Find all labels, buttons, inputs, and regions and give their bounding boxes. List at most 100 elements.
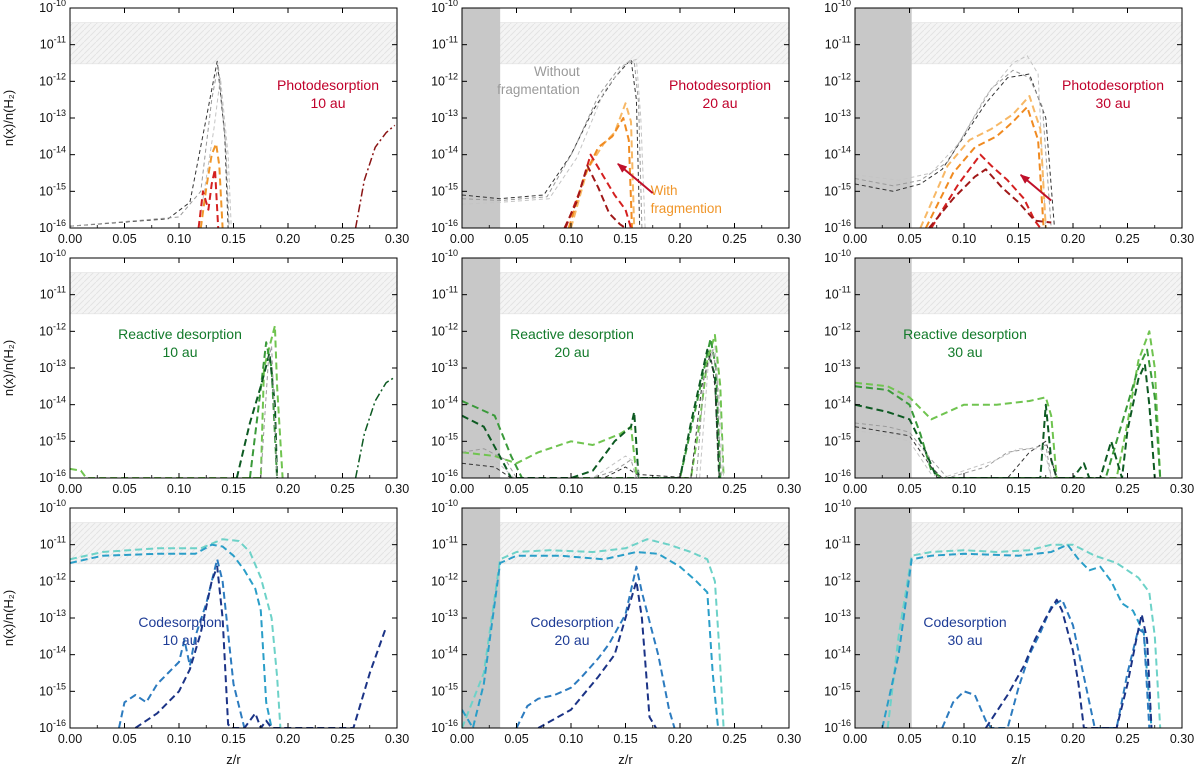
panel-label: 20 au [702,95,737,111]
series-rd-grey [260,345,278,478]
series-rd-grey-3 [462,345,725,478]
y-tick-label: 10-10 [39,248,66,265]
series-rd-light-green [855,330,1162,478]
series-no-frag-2 [70,64,230,228]
shaded-region [462,258,501,478]
x-tick-label: 0.15 [221,232,245,246]
x-tick-label: 0.00 [450,732,474,746]
x-tick-label: 0.25 [1115,482,1139,496]
series-no-frag-1 [70,60,229,228]
x-tick-label: 0.05 [897,232,921,246]
y-tick-label: 10-12 [824,571,851,588]
x-tick-label: 0.00 [843,732,867,746]
y-tick-label: 10-16 [39,218,66,235]
y-tick-label: 10-13 [824,108,851,125]
x-tick-label: 0.05 [504,482,528,496]
x-tick-label: 0.20 [1061,232,1085,246]
x-tick-label: 0.20 [276,232,300,246]
x-tick-label: 0.00 [58,732,82,746]
panel-2-2: 0.00 0.05 0.10 0.15 0.20 0.25 0.30 10-16 10-15 10… [824,498,1194,767]
x-tick-label: 0.00 [843,232,867,246]
series-no-frag-2 [462,60,643,228]
y-tick-label: 10-14 [431,645,458,662]
without-fragmentation-label: fragmentation [497,82,580,97]
y-tick-label: 10-12 [431,321,458,338]
series-rd-grey-2 [855,422,1052,478]
y-tick-label: 10-16 [824,468,851,485]
series-no-frag-1 [462,58,641,228]
panel-1-0: 0.00 0.05 0.10 0.15 0.20 0.25 0.30 10-16 10-15 10… [1,248,409,496]
y-tick-label: 10-12 [431,571,458,588]
y-axis-label: n(x)/n(H₂) [1,340,16,396]
x-tick-label: 0.30 [385,232,409,246]
series-co-cyan [462,551,720,728]
panel-label: 30 au [947,632,982,648]
x-tick-label: 0.10 [559,732,583,746]
x-axis-label: z/r [1011,752,1026,767]
panel-label: 20 au [554,632,589,648]
panel-1-2: 0.00 0.05 0.10 0.15 0.20 0.25 0.30 10-16 10-15 10… [824,248,1194,496]
x-tick-label: 0.25 [1115,732,1139,746]
y-tick-label: 10-16 [431,218,458,235]
x-tick-label: 0.20 [668,482,692,496]
y-tick-label: 10-16 [431,718,458,735]
y-tick-label: 10-14 [431,145,458,162]
y-axis-label: n(x)/n(H₂) [1,90,16,146]
x-tick-label: 0.10 [952,482,976,496]
x-tick-label: 0.15 [613,732,637,746]
series-co-light-cyan [70,538,282,728]
y-tick-label: 10-11 [40,35,66,52]
saturation-band [69,22,398,65]
series-rd-dark-green [235,352,279,478]
x-tick-label: 0.15 [1006,482,1030,496]
x-tick-label: 0.10 [952,732,976,746]
panel-label: 30 au [1095,95,1130,111]
x-axis-label: z/r [226,752,241,767]
without-fragmentation-label: Without [534,64,580,79]
y-tick-label: 10-15 [824,181,851,198]
y-tick-label: 10-16 [39,718,66,735]
x-tick-label: 0.05 [897,482,921,496]
y-tick-label: 10-11 [432,35,458,52]
series-rd-mid-green [248,341,279,478]
y-tick-label: 10-14 [431,395,458,412]
series-no-frag-3 [200,77,232,228]
x-tick-label: 0.15 [221,482,245,496]
y-tick-label: 10-15 [431,431,458,448]
y-tick-label: 10-16 [39,468,66,485]
series-rd-tail [354,376,396,478]
y-tick-label: 10-10 [431,248,458,265]
y-tick-label: 10-13 [824,358,851,375]
saturation-band [461,522,790,565]
y-tick-label: 10-13 [39,608,66,625]
y-tick-label: 10-15 [431,681,458,698]
y-tick-label: 10-12 [431,71,458,88]
y-tick-label: 10-12 [39,571,66,588]
x-tick-label: 0.30 [385,732,409,746]
x-tick-label: 0.05 [504,232,528,246]
y-tick-label: 10-16 [824,718,851,735]
with-fragmentation-label: fragmention [651,201,722,216]
y-tick-label: 10-11 [40,535,66,552]
y-tick-label: 10-11 [432,535,458,552]
x-tick-label: 0.10 [952,232,976,246]
panel-2-1: 0.00 0.05 0.10 0.15 0.20 0.25 0.30 10-16 10-15 10… [431,498,801,767]
x-tick-label: 0.05 [897,732,921,746]
panel-label: Codesorption [530,614,613,630]
y-tick-label: 10-13 [824,608,851,625]
fragmentation-arrow [617,163,654,194]
y-tick-label: 10-11 [432,285,458,302]
x-tick-label: 0.20 [668,232,692,246]
series-frag-red [930,153,1042,228]
shaded-region [855,258,912,478]
series-rd-dark-green [462,348,721,478]
series-rd-light-green [462,334,725,478]
panel-label: Reactive desorption [118,326,242,342]
y-tick-label: 10-10 [824,248,851,265]
shaded-region [855,8,912,228]
series-co-blue [515,565,676,728]
x-tick-label: 0.15 [221,732,245,746]
y-tick-label: 10-15 [39,681,66,698]
